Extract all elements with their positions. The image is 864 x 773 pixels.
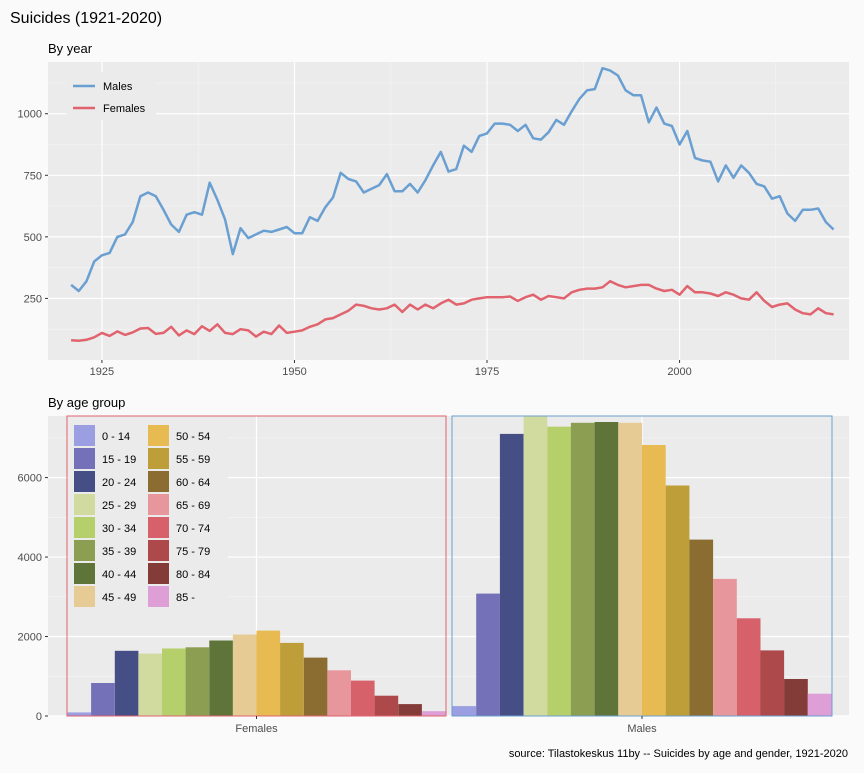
y-tick-label: 500 [24,232,42,244]
legend-swatch-3 [74,494,95,515]
legend-swatch-6 [74,563,95,584]
bar-females-7 [232,634,257,716]
legend-label-14: 80 - 84 [176,569,210,581]
bar-males-13 [760,650,785,716]
line-legend: Males Females [66,72,156,120]
bar-y-tick-label: 6000 [18,473,42,485]
bar-y-tick-label: 2000 [18,632,42,644]
x-tick-label: 1975 [475,366,499,378]
legend-swatch-2 [74,471,95,492]
bar-males-14 [784,679,808,716]
legend-label-3: 25 - 29 [102,500,136,512]
legend-label-1: 15 - 19 [102,454,136,466]
line-series-group [70,66,835,343]
legend-label-9: 55 - 59 [176,454,210,466]
legend-label-males: Males [103,81,133,93]
bar-females-1 [91,683,115,716]
legend-swatch-7 [74,586,95,607]
legend-label-females: Females [103,103,146,115]
bar-females-11 [327,670,351,716]
legend-swatch-12 [148,517,169,538]
facet-label-females: Females [235,723,278,735]
bar-males-3 [523,415,548,716]
bar-males-8 [642,445,666,716]
legend-label-15: 85 - [176,592,195,604]
bar-males-0 [452,706,477,716]
legend-label-13: 75 - 79 [176,546,210,558]
line-axes: 1925 1950 1975 2000 250 500 750 1000 [18,109,692,378]
legend-label-11: 65 - 69 [176,500,210,512]
line-grid [48,62,849,360]
bar-females-8 [256,630,281,716]
bar-males-9 [665,485,690,716]
bar-males-15 [807,693,832,716]
y-tick-label: 1000 [18,109,42,121]
bar-females-3 [138,653,162,716]
line-panel-background [48,62,849,360]
bar-females-2 [114,650,139,716]
bar-males-1 [476,593,500,716]
legend-swatch-5 [74,540,95,561]
bar-females-15 [421,711,446,716]
legend-label-12: 70 - 74 [176,523,210,535]
bar-females-10 [303,657,328,716]
bar-males-12 [736,618,761,716]
legend-label-6: 40 - 44 [102,569,136,581]
legend-label-2: 20 - 24 [102,477,136,489]
bar-females-6 [209,640,233,716]
bar-females-13 [374,695,399,716]
line-panel-subtitle: By year [48,41,93,56]
bar-y-tick-label: 4000 [18,552,42,564]
legend-swatch-4 [74,517,95,538]
legend-swatch-10 [148,471,169,492]
x-tick-label: 1925 [90,366,114,378]
bar-males-10 [689,539,714,716]
bar-females-14 [398,704,422,716]
legend-label-0: 0 - 14 [102,431,130,443]
bar-axes: 0 2000 4000 6000 Females Males [18,473,658,735]
bar-y-tick-label: 0 [36,711,42,723]
bar-panel-subtitle: By age group [48,395,125,410]
legend-label-10: 60 - 64 [176,477,210,489]
bar-males-5 [570,422,595,716]
bar-males-4 [547,426,571,716]
x-tick-label: 1950 [282,366,306,378]
bar-females-4 [162,648,186,716]
legend-swatch-11 [148,494,169,515]
legend-swatch-14 [148,563,169,584]
legend-swatch-9 [148,448,169,469]
legend-label-8: 50 - 54 [176,431,210,443]
bar-females-0 [67,712,92,716]
legend-label-5: 35 - 39 [102,546,136,558]
x-tick-label: 2000 [667,366,691,378]
facet-females [67,630,446,716]
facet-label-males: Males [627,723,657,735]
legend-swatch-0 [74,425,95,446]
bar-males-2 [499,433,524,716]
legend-swatch-1 [74,448,95,469]
y-tick-label: 750 [24,170,42,182]
bar-females-12 [351,680,375,716]
facet-males [452,415,832,716]
line-legend-box [66,72,156,120]
bar-males-7 [618,422,642,716]
legend-label-4: 30 - 34 [102,523,136,535]
y-tick-label: 250 [24,293,42,305]
legend-swatch-8 [148,425,169,446]
series-line-males [70,66,835,293]
chart-title: Suicides (1921-2020) [10,10,162,27]
legend-label-7: 45 - 49 [102,592,136,604]
series-line-females [71,279,834,343]
legend-swatch-15 [148,586,169,607]
legend-swatch-13 [148,540,169,561]
bar-males-11 [713,578,737,716]
bar-females-5 [185,647,210,716]
bar-females-9 [280,642,304,716]
source-caption: source: Tilastokeskus 11by -- Suicides b… [509,748,848,760]
bar-legend: 0 - 14 15 - 19 20 - 24 25 - 29 30 - 34 35 - 3… [68,420,228,610]
bar-males-6 [594,422,619,716]
